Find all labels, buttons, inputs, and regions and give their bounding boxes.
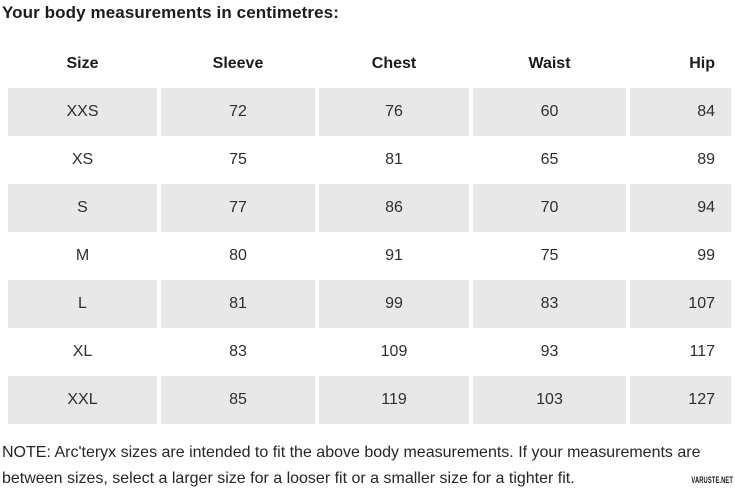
size-cell: M bbox=[75, 247, 90, 264]
chest-value: 99 bbox=[319, 280, 469, 328]
hip-value: 99 bbox=[697, 247, 715, 264]
note-line-2: between sizes, select a larger size for … bbox=[2, 470, 575, 487]
waist-value: 65 bbox=[540, 151, 559, 168]
size-cell: S bbox=[8, 184, 157, 232]
table-row-xs: XS 75 81 65 89 bbox=[8, 136, 731, 184]
size-cell: L bbox=[8, 280, 157, 328]
waist-value: 75 bbox=[540, 247, 559, 264]
chest-value: 109 bbox=[380, 343, 408, 360]
note-line-1: NOTE: Arc'teryx sizes are intended to fi… bbox=[2, 444, 701, 461]
table-row-m: M 80 91 75 99 bbox=[8, 232, 731, 280]
waist-value: 70 bbox=[473, 184, 626, 232]
size-cell: XS bbox=[71, 151, 94, 168]
sleeve-value: 81 bbox=[161, 280, 315, 328]
column-header-size: Size bbox=[66, 55, 99, 72]
sleeve-value: 77 bbox=[161, 184, 315, 232]
table-row-s: S 77 86 70 94 bbox=[8, 184, 731, 232]
hip-value: 127 bbox=[630, 376, 731, 424]
watermark: VARUSTE.NET bbox=[691, 475, 733, 485]
table-header-row: Size Sleeve Chest Waist Hip bbox=[8, 40, 731, 88]
sleeve-value: 75 bbox=[229, 151, 247, 168]
waist-value: 103 bbox=[473, 376, 626, 424]
column-header-chest: Chest bbox=[371, 55, 417, 72]
chest-value: 81 bbox=[385, 151, 403, 168]
sleeve-value: 72 bbox=[161, 88, 315, 136]
hip-value: 94 bbox=[630, 184, 731, 232]
table-row-xl: XL 83 109 93 117 bbox=[8, 328, 731, 376]
hip-value: 107 bbox=[630, 280, 731, 328]
size-cell: XXL bbox=[8, 376, 157, 424]
chest-value: 86 bbox=[319, 184, 469, 232]
column-header-sleeve: Sleeve bbox=[212, 55, 264, 72]
hip-value: 117 bbox=[689, 343, 715, 360]
table-row-xxs: XXS 72 76 60 84 bbox=[8, 88, 731, 136]
sleeve-value: 83 bbox=[229, 343, 247, 360]
chest-value: 91 bbox=[385, 247, 403, 264]
chest-value: 76 bbox=[319, 88, 469, 136]
column-header-waist: Waist bbox=[528, 55, 571, 72]
size-chart-table: Size Sleeve Chest Waist Hip XXS 72 76 60… bbox=[8, 40, 731, 424]
waist-value: 60 bbox=[473, 88, 626, 136]
table-row-xxl: XXL 85 119 103 127 bbox=[8, 376, 731, 424]
waist-value: 83 bbox=[473, 280, 626, 328]
hip-value: 89 bbox=[697, 151, 715, 168]
note-text: NOTE: Arc'teryx sizes are intended to fi… bbox=[2, 440, 700, 492]
size-cell: XL bbox=[72, 343, 93, 360]
sleeve-value: 85 bbox=[161, 376, 315, 424]
table-row-l: L 81 99 83 107 bbox=[8, 280, 731, 328]
size-cell: XXS bbox=[8, 88, 157, 136]
column-header-hip: Hip bbox=[689, 55, 715, 72]
waist-value: 93 bbox=[540, 343, 559, 360]
hip-value: 84 bbox=[630, 88, 731, 136]
page-title: Your body measurements in centimetres: bbox=[2, 3, 339, 22]
sleeve-value: 80 bbox=[229, 247, 247, 264]
chest-value: 119 bbox=[319, 376, 469, 424]
